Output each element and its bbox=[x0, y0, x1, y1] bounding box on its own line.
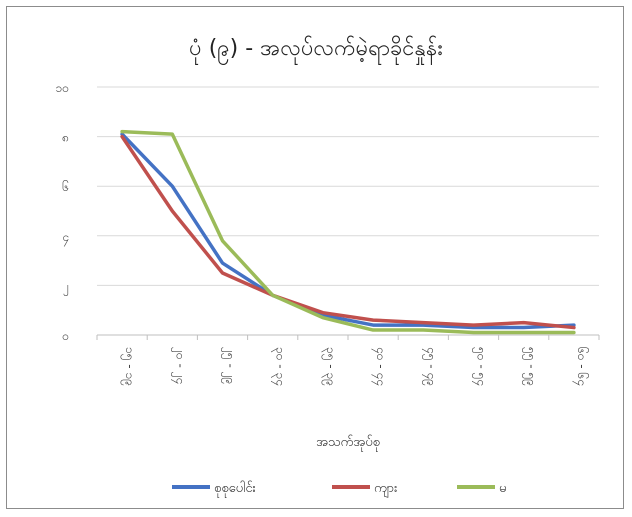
x-tick-label: ၂၀ - ၂၄ bbox=[170, 347, 187, 384]
x-tick-label: ၅၅ - ၅၉ bbox=[522, 347, 539, 386]
x-tick-label: ၆၀ - ၆၄ bbox=[572, 347, 590, 386]
y-tick-label: ၀ bbox=[62, 329, 69, 343]
y-tick-label: ၄ bbox=[62, 230, 69, 247]
x-axis-label: အသက်အုပ်စု bbox=[316, 434, 380, 452]
legend-label: မ bbox=[499, 481, 506, 496]
x-tick-label: ၃၀ - ၃၄ bbox=[271, 347, 288, 386]
x-tick-label: ၄၀ - ၄၄ bbox=[371, 347, 388, 386]
chart-title: ပုံ (၉) - အလုပ်လက်မဲ့ရာခိုင်နှုန်း bbox=[189, 35, 443, 65]
line-chart: ပုံ (၉) - အလုပ်လက်မဲ့ရာခိုင်နှုန်း ၀ ၂ ၄ ၆ ၈… bbox=[56, 35, 600, 498]
legend-label: စုစုပေါင်း bbox=[214, 480, 256, 498]
x-tick-label: ၂၅ - ၂၉ bbox=[221, 347, 238, 384]
series-line-0 bbox=[120, 132, 576, 330]
x-tick-label: ၄၅ - ၄၉ bbox=[421, 347, 438, 386]
x-tick-label: ၃၅ - ၃၉ bbox=[321, 347, 338, 386]
x-axis-ticks: ၁၅ - ၁၉ ၂၀ - ၂၄ ၂၅ - ၂၉ ၃၀ - ၃၄ ၃၅ - ၃၉ ၄၀ - … bbox=[96, 335, 600, 386]
gridlines bbox=[97, 86, 599, 286]
series-lines bbox=[120, 129, 576, 335]
series-line-2 bbox=[120, 129, 576, 335]
y-axis-ticks: ၀ ၂ ၄ ၆ ၈ ၁၀ bbox=[56, 81, 70, 343]
y-tick-label: ၈ bbox=[62, 131, 69, 145]
y-tick-label: ၁၀ bbox=[56, 81, 70, 95]
series-line-1 bbox=[120, 134, 576, 330]
y-tick-label: ၆ bbox=[62, 179, 69, 194]
chart-frame: ပုံ (၉) - အလုပ်လက်မဲ့ရာခိုင်နှုန်း ၀ ၂ ၄ ၆ ၈… bbox=[6, 6, 624, 509]
y-tick-label: ၂ bbox=[63, 279, 69, 296]
x-tick-label: ၅၀ - ၅၄ bbox=[472, 347, 489, 386]
x-tick-label: ၁၅ - ၁၉ bbox=[120, 347, 137, 386]
legend-label: ကျား bbox=[374, 481, 397, 498]
legend: စုစုပေါင်း ကျား မ bbox=[172, 480, 506, 498]
